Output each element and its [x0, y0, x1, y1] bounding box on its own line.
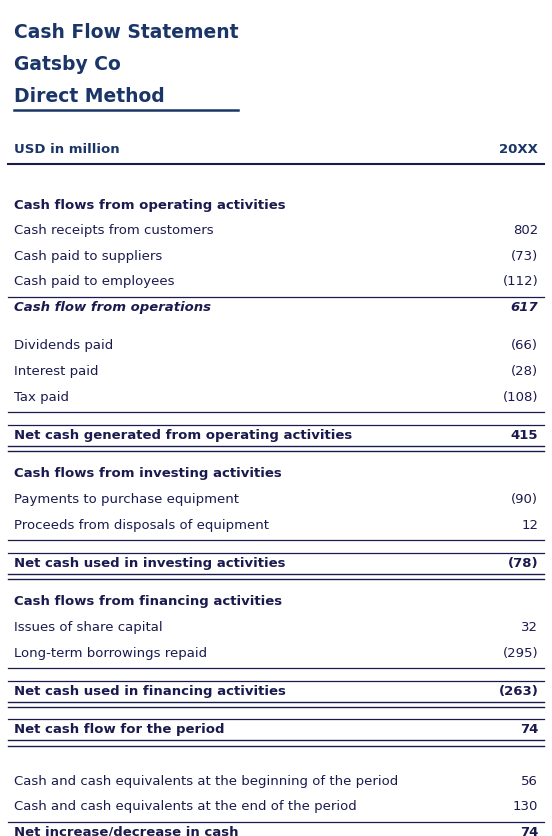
Text: (73): (73) [511, 250, 538, 263]
Text: Long-term borrowings repaid: Long-term borrowings repaid [14, 645, 207, 659]
Text: Cash and cash equivalents at the beginning of the period: Cash and cash equivalents at the beginni… [14, 773, 398, 787]
Text: Cash flows from financing activities: Cash flows from financing activities [14, 594, 282, 608]
Text: (112): (112) [502, 275, 538, 288]
Text: 32: 32 [521, 620, 538, 633]
Text: Direct Method: Direct Method [14, 87, 164, 105]
Text: Net cash flow for the period: Net cash flow for the period [14, 722, 224, 736]
Text: Payments to purchase equipment: Payments to purchase equipment [14, 492, 238, 506]
Text: Cash paid to employees: Cash paid to employees [14, 275, 174, 288]
Text: Dividends paid: Dividends paid [14, 339, 113, 352]
Text: 20XX: 20XX [500, 143, 538, 155]
Text: 74: 74 [520, 825, 538, 836]
Text: Cash receipts from customers: Cash receipts from customers [14, 224, 213, 237]
Text: 415: 415 [511, 429, 538, 441]
Text: (66): (66) [511, 339, 538, 352]
Text: Net cash used in financing activities: Net cash used in financing activities [14, 684, 285, 697]
Text: Issues of share capital: Issues of share capital [14, 620, 162, 633]
Text: (295): (295) [503, 645, 538, 659]
Text: Gatsby Co: Gatsby Co [14, 54, 120, 74]
Text: Cash Flow Statement: Cash Flow Statement [14, 23, 238, 42]
Text: Interest paid: Interest paid [14, 364, 98, 378]
Text: (108): (108) [503, 390, 538, 403]
Text: Cash and cash equivalents at the end of the period: Cash and cash equivalents at the end of … [14, 799, 357, 812]
Text: Net cash used in investing activities: Net cash used in investing activities [14, 556, 285, 569]
Text: Cash flows from investing activities: Cash flows from investing activities [14, 466, 282, 480]
Text: Cash flows from operating activities: Cash flows from operating activities [14, 198, 285, 212]
Text: (28): (28) [511, 364, 538, 378]
Text: Cash flow from operations: Cash flow from operations [14, 301, 211, 314]
Text: Tax paid: Tax paid [14, 390, 68, 403]
Text: 130: 130 [513, 799, 538, 812]
Text: 617: 617 [511, 301, 538, 314]
Text: USD in million: USD in million [14, 143, 119, 155]
Text: (263): (263) [498, 684, 538, 697]
Text: (90): (90) [511, 492, 538, 506]
Text: 12: 12 [521, 518, 538, 531]
Text: 74: 74 [520, 722, 538, 736]
Text: Net cash generated from operating activities: Net cash generated from operating activi… [14, 429, 352, 441]
Text: Cash paid to suppliers: Cash paid to suppliers [14, 250, 162, 263]
Text: 802: 802 [513, 224, 538, 237]
Text: (78): (78) [508, 556, 538, 569]
Text: Net increase/decrease in cash: Net increase/decrease in cash [14, 825, 238, 836]
Text: 56: 56 [522, 773, 538, 787]
Text: Proceeds from disposals of equipment: Proceeds from disposals of equipment [14, 518, 269, 531]
